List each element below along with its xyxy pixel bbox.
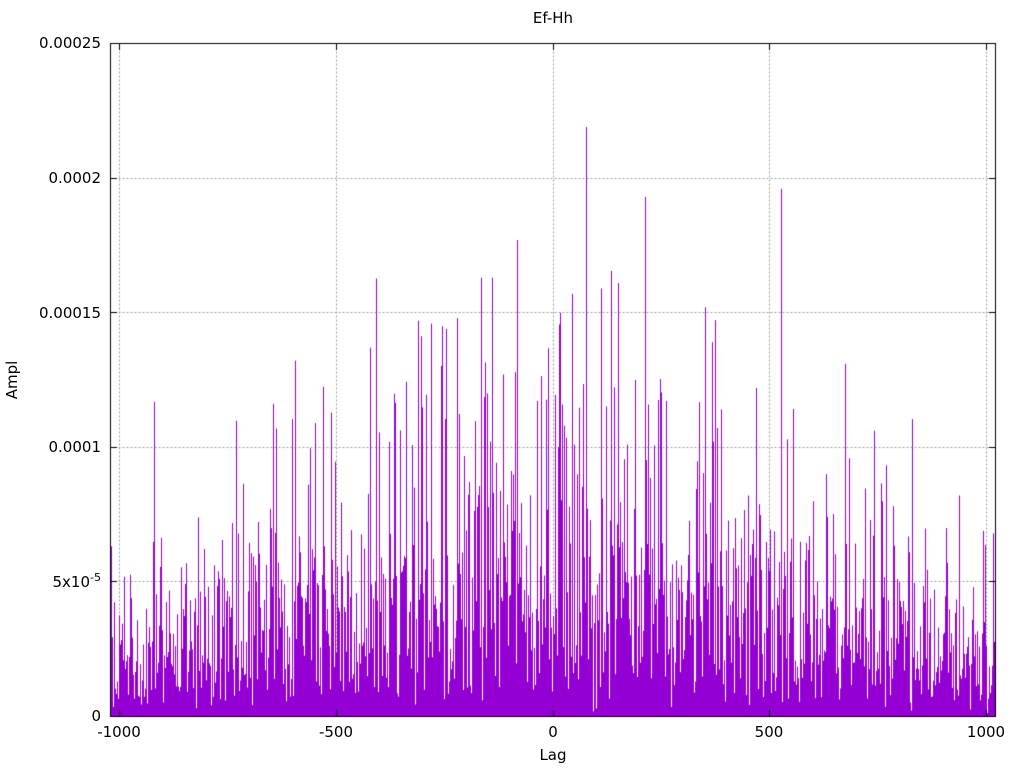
y-tick-text: 0.0001 bbox=[48, 438, 102, 456]
x-axis-title: Lag bbox=[539, 746, 567, 764]
y-tick-label: 0.00025 bbox=[0, 34, 101, 52]
y-tick-text: 0.0002 bbox=[48, 169, 102, 187]
y-tick-exponent: -5 bbox=[90, 571, 101, 584]
y-tick-label: 0.00015 bbox=[0, 304, 101, 322]
y-tick-text: 5x10 bbox=[52, 573, 91, 591]
y-tick-text: 0.00015 bbox=[38, 304, 101, 322]
x-tick-label: -500 bbox=[318, 723, 354, 741]
x-tick-label: -1000 bbox=[97, 723, 141, 741]
x-tick-label: 500 bbox=[754, 723, 784, 741]
y-tick-label: 0.0001 bbox=[0, 438, 102, 456]
y-tick-text: 0 bbox=[91, 707, 101, 725]
chart-title: Ef-Hh bbox=[532, 9, 574, 27]
y-tick-label: 5x10-5 bbox=[0, 571, 101, 591]
x-tick-label: 1000 bbox=[966, 723, 1006, 741]
y-tick-label: 0 bbox=[0, 707, 101, 725]
y-tick-label: 0.0002 bbox=[0, 169, 102, 187]
x-tick-label: 0 bbox=[548, 723, 558, 741]
y-tick-text: 0.00025 bbox=[38, 34, 101, 52]
y-axis-title: Ampl bbox=[3, 360, 21, 400]
